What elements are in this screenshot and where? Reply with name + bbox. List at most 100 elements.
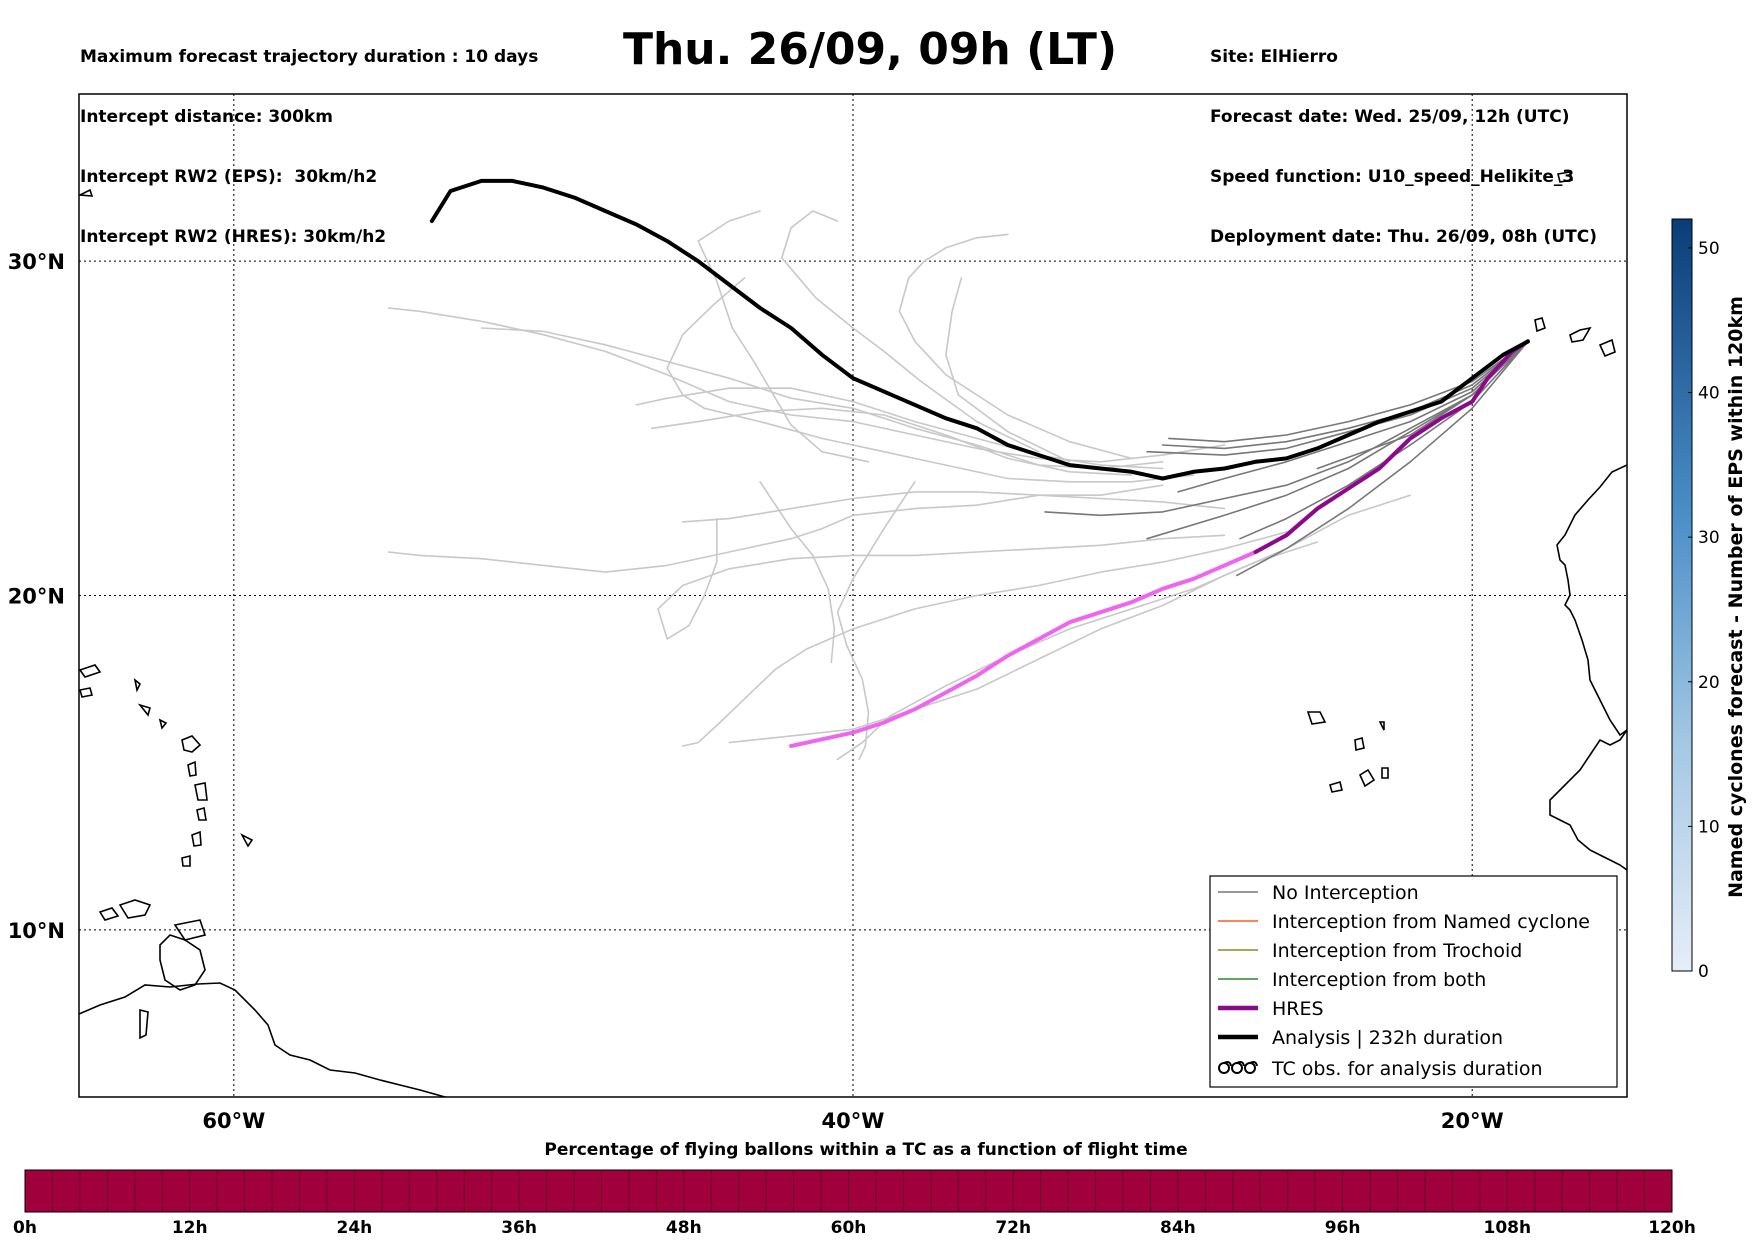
caribbean-island bbox=[173, 919, 207, 941]
ensemble-track bbox=[1161, 340, 1529, 450]
ensemble-track bbox=[945, 277, 1071, 463]
lesser-antilles-island bbox=[181, 854, 191, 867]
cape-verde-islands bbox=[1381, 767, 1389, 779]
header-right-block: Site: ElHierro Forecast date: Wed. 25/09… bbox=[1210, 7, 1597, 267]
colorbar-horizontal-tick-label: 84h bbox=[1160, 1218, 1196, 1238]
ensemble-track bbox=[1146, 340, 1529, 456]
colorbar-horizontal-tick-label: 36h bbox=[501, 1218, 537, 1238]
x-tick-label: 60°W bbox=[202, 1109, 265, 1133]
ensemble-track bbox=[1177, 340, 1529, 493]
caribbean-island bbox=[98, 907, 120, 921]
canary-islands bbox=[1534, 317, 1546, 333]
colorbar-horizontal-tick-label: 72h bbox=[995, 1218, 1031, 1238]
ensemble-track bbox=[635, 387, 1164, 470]
canary-islands bbox=[1569, 326, 1592, 343]
lesser-antilles-island bbox=[158, 718, 168, 730]
lesser-antilles-island bbox=[194, 782, 208, 801]
plot-frame bbox=[78, 93, 1628, 1098]
x-tick-label: 40°W bbox=[822, 1109, 885, 1133]
colorbar-tick-label: 40 bbox=[1698, 384, 1720, 404]
ensemble-track bbox=[697, 210, 870, 463]
lesser-antilles-island bbox=[240, 833, 254, 848]
tc-symbol-icon bbox=[1218, 1061, 1258, 1074]
ensemble-track bbox=[781, 210, 1040, 453]
ensemble-track bbox=[836, 481, 916, 761]
x-tick-label: 20°W bbox=[1441, 1109, 1504, 1133]
colorbar-vertical: 0 10 20 30 40 50 Named cyclones forecast - Nu… bbox=[1671, 218, 1747, 982]
cape-verde-islands bbox=[1329, 780, 1343, 793]
colorbar-horizontal-tick-label: 24h bbox=[337, 1218, 373, 1238]
ensemble-track bbox=[1239, 340, 1529, 540]
legend-label: TC obs. for analysis duration bbox=[1271, 1058, 1543, 1080]
africa-coastline bbox=[1556, 464, 1627, 737]
lesser-antilles-island bbox=[79, 687, 94, 698]
ensemble-track bbox=[387, 307, 1226, 463]
legend-label: Interception from Trochoid bbox=[1272, 940, 1522, 962]
y-tick-label: 20°N bbox=[8, 585, 65, 609]
colorbar-horizontal-ticks: 0h 12h 24h 36h 48h 60h 72h 84h 96h 108h 120h bbox=[13, 1218, 1696, 1238]
ensemble-track bbox=[657, 517, 1226, 640]
y-tick-label: 10°N bbox=[8, 919, 65, 943]
ensemble-track bbox=[1236, 340, 1529, 577]
colorbar-horizontal-tick-label: 0h bbox=[13, 1218, 37, 1238]
legend-label: No Interception bbox=[1272, 882, 1419, 904]
caribbean-island bbox=[79, 188, 94, 197]
ensemble-track bbox=[759, 481, 836, 664]
lesser-antilles-island bbox=[187, 760, 197, 777]
analysis-track bbox=[429, 178, 1530, 481]
ensemble-track bbox=[666, 277, 1195, 483]
colorbar-horizontal-tick-label: 96h bbox=[1325, 1218, 1361, 1238]
lesser-antilles-island bbox=[137, 703, 151, 717]
south-america-coastline bbox=[79, 982, 452, 1097]
ensemble-track bbox=[681, 491, 1226, 523]
legend-box bbox=[1209, 875, 1618, 1088]
legend-label: Analysis | 232h duration bbox=[1272, 1027, 1503, 1049]
trajectories bbox=[387, 178, 1530, 761]
lesser-antilles-island bbox=[196, 806, 207, 821]
colorbar-horizontal-tick-label: 48h bbox=[666, 1218, 702, 1238]
ensemble-track bbox=[651, 407, 1133, 476]
hres-track-late bbox=[1253, 339, 1530, 554]
axis-ticks: 60°W 40°W 20°W 10°N 20°N 30°N bbox=[8, 250, 1504, 1133]
colorbar-horizontal: Percentage of flying ballons within a TC… bbox=[13, 1140, 1696, 1238]
colorbar-horizontal-tick-label: 108h bbox=[1484, 1218, 1532, 1238]
header-right-line: Deployment date: Thu. 26/09, 08h (UTC) bbox=[1210, 227, 1597, 247]
header-left-line: Maximum forecast trajectory duration : 1… bbox=[80, 47, 539, 67]
legend-label: HRES bbox=[1272, 998, 1324, 1020]
cape-verde-islands bbox=[1358, 768, 1376, 788]
header-left-line: Intercept RW2 (EPS): 30km/h2 bbox=[80, 167, 378, 187]
ensemble-track bbox=[681, 531, 1288, 747]
madeira-island bbox=[1557, 171, 1573, 183]
y-tick-label: 30°N bbox=[8, 250, 65, 274]
ensemble-track bbox=[480, 327, 1164, 470]
header-left-block: Maximum forecast trajectory duration : 1… bbox=[80, 7, 538, 267]
colorbar-vertical-fill bbox=[1671, 218, 1693, 972]
caribbean-island bbox=[118, 899, 152, 919]
trinidad-outline bbox=[159, 934, 206, 991]
header-right-line: Speed function: U10_speed_Helikite_3 bbox=[1210, 167, 1575, 187]
colorbar-horizontal-title: Percentage of flying ballons within a TC… bbox=[544, 1140, 1187, 1160]
colorbar-tick-label: 30 bbox=[1698, 528, 1720, 548]
header-right-line: Forecast date: Wed. 25/09, 12h (UTC) bbox=[1210, 107, 1570, 127]
canary-islands bbox=[1598, 338, 1616, 358]
legend-label: Interception from both bbox=[1272, 969, 1486, 991]
chart-title: Thu. 26/09, 09h (LT) bbox=[622, 24, 1118, 75]
colorbar-vertical-ticks: 0 10 20 30 40 50 bbox=[1688, 239, 1720, 982]
caribbean-island bbox=[139, 1008, 149, 1040]
colorbar-tick-label: 10 bbox=[1698, 817, 1720, 837]
colorbar-horizontal-tick-label: 60h bbox=[831, 1218, 867, 1238]
legend-label: Interception from Named cyclone bbox=[1272, 911, 1590, 933]
colorbar-vertical-label: Named cyclones forecast - Number of EPS … bbox=[1725, 296, 1747, 898]
legend: No Interception Interception from Named … bbox=[1209, 875, 1618, 1088]
header-left-line: Intercept RW2 (HRES): 30km/h2 bbox=[80, 227, 387, 247]
lesser-antilles-island bbox=[181, 735, 202, 753]
colorbar-horizontal-tick-label: 12h bbox=[172, 1218, 208, 1238]
lesser-antilles-island bbox=[79, 664, 102, 678]
colorbar-horizontal-segments bbox=[52, 1170, 1645, 1212]
ensemble-track bbox=[836, 541, 1319, 761]
lesser-antilles-island bbox=[191, 830, 202, 847]
lesser-antilles-island bbox=[133, 678, 142, 693]
africa-coastline bbox=[1549, 729, 1627, 871]
colorbar-tick-label: 20 bbox=[1698, 673, 1720, 693]
